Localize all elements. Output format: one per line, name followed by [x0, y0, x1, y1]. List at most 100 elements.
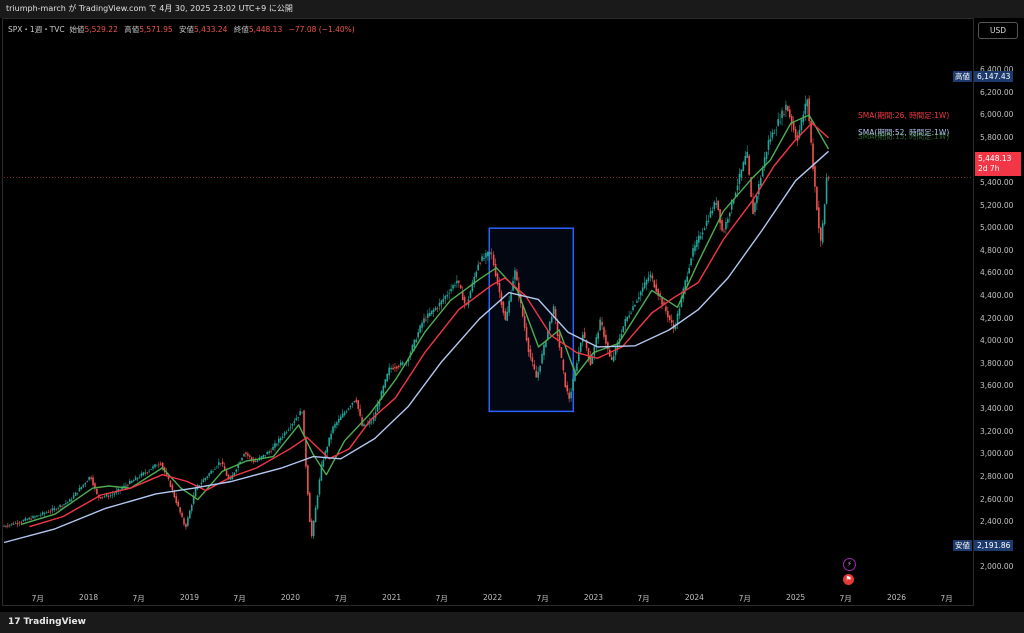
candle-body [810, 121, 812, 143]
candle-body [51, 508, 54, 511]
candle-body [334, 424, 336, 428]
candle-body [341, 413, 344, 418]
candle-body [703, 228, 706, 231]
tradingview-brand: TradingView [23, 617, 86, 627]
candle-body [607, 342, 609, 350]
candle-body [272, 446, 274, 451]
candle-body [570, 391, 572, 399]
candle-body [67, 501, 69, 503]
candle-body [758, 183, 760, 195]
candle-body [10, 523, 13, 525]
legend-close-value: 5,448.13 [248, 25, 283, 34]
candle-body [138, 477, 141, 478]
sma13-label[interactable]: SMA(期間:13, 時間足:1W) [858, 132, 950, 141]
candle-body [477, 264, 479, 271]
candle-body [241, 457, 243, 461]
candle-body [581, 334, 584, 342]
candle-body [593, 346, 596, 356]
price-axis[interactable]: 6,400.006,200.006,000.005,800.005,600.00… [975, 36, 1024, 606]
candle-body [645, 279, 648, 285]
candle-body [783, 114, 785, 115]
sma26-label[interactable]: SMA(期間:26, 時間足:1W) [858, 111, 950, 120]
candle-body [473, 276, 476, 285]
candle-body [821, 223, 824, 243]
candle-body [487, 251, 489, 257]
candle-body [30, 518, 32, 520]
price-tick-label: 6,000.00 [980, 110, 1014, 120]
time-tick-label: 2024 [684, 593, 704, 602]
candle-body [492, 254, 495, 266]
candle-body [531, 357, 534, 362]
time-axis[interactable]: 7月 2018 7月 2019 7月 2020 7月 2021 7月 2022 7月 2023 7月 20… [0, 592, 975, 606]
candle-body [297, 416, 299, 418]
candle-body [223, 466, 226, 471]
candle-body [432, 309, 435, 313]
candle-body [43, 513, 46, 514]
us-flag-icon[interactable]: ⚑ [843, 574, 854, 585]
candle-body [610, 357, 613, 360]
candle-body [372, 416, 375, 422]
candle-body [243, 454, 245, 457]
legend-symbol[interactable]: SPX・1週・TVC [8, 25, 65, 34]
candle-body [359, 408, 361, 416]
candle-body [185, 523, 187, 527]
candle-body [276, 443, 278, 446]
candle-body [351, 402, 354, 405]
candle-body [427, 313, 429, 318]
tradingview-logo[interactable]: 17 TradingView [8, 617, 86, 627]
candle-body [305, 437, 307, 467]
time-tick-label: 7月 [233, 594, 246, 603]
price-tick-label: 2,800.00 [980, 471, 1014, 481]
candle-body [696, 239, 698, 247]
candle-body [136, 478, 139, 479]
candle-body [309, 492, 311, 523]
candle-body [204, 478, 207, 481]
time-tick-label: 2019 [179, 593, 200, 602]
candle-body [208, 473, 210, 476]
candle-body [750, 177, 752, 198]
candle-body [380, 391, 383, 400]
candle-body [142, 472, 145, 476]
highlight-box [488, 227, 575, 413]
candle-body [194, 487, 197, 497]
candle-body [78, 487, 81, 492]
sma52-label[interactable]: SMA(期間:52, 時間足:1W) [858, 128, 950, 137]
candle-body [171, 485, 174, 490]
candle-body [268, 451, 270, 453]
candle-body [307, 465, 309, 495]
candle-body [628, 315, 630, 318]
candle-body [632, 306, 634, 311]
candle-body [212, 471, 214, 472]
candle-body [127, 485, 129, 486]
time-tick-label: 7月 [738, 594, 751, 603]
candle-body [752, 199, 754, 215]
candle-body [169, 480, 172, 487]
candle-body [103, 496, 106, 497]
candle-body [283, 432, 286, 436]
candle-body [647, 277, 650, 281]
candle-body [47, 512, 50, 513]
candle-body [187, 517, 189, 526]
currency-button[interactable]: USD [978, 22, 1018, 39]
candle-body [550, 316, 553, 323]
candle-body [252, 459, 255, 463]
candle-body [237, 463, 239, 468]
candle-body [574, 369, 576, 381]
chart-pane[interactable] [2, 18, 974, 606]
lightning-icon[interactable]: ⚡ [843, 558, 856, 571]
candle-body [440, 300, 443, 305]
candle-body [70, 499, 73, 501]
candle-body [579, 342, 582, 352]
candle-body [781, 110, 783, 118]
price-tick-label: 5,800.00 [980, 132, 1014, 142]
candle-body [641, 287, 644, 292]
candle-body [227, 475, 230, 480]
candle-body [254, 461, 257, 462]
candle-body [701, 232, 704, 235]
time-tick-label: 7月 [536, 594, 549, 603]
candle-body [39, 514, 42, 516]
candle-body [529, 349, 532, 358]
candle-body [16, 523, 19, 524]
candle-body [105, 494, 108, 497]
